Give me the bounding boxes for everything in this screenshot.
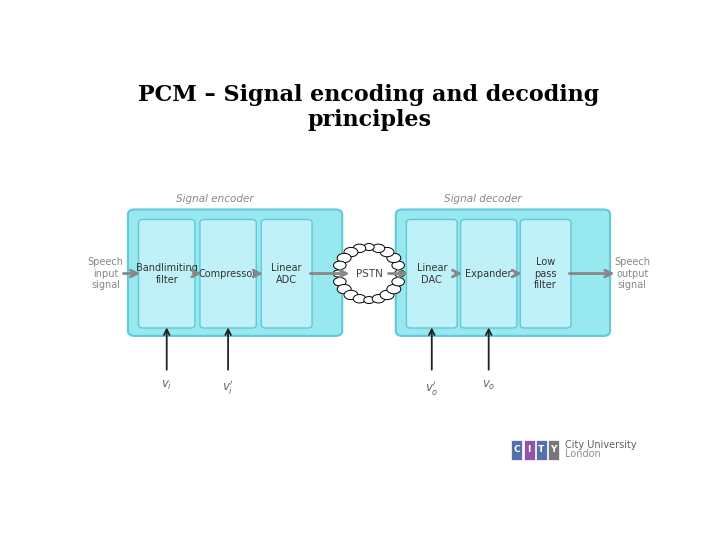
- FancyBboxPatch shape: [548, 440, 559, 460]
- Text: $v_{i}^{\prime}$: $v_{i}^{\prime}$: [222, 379, 234, 397]
- Ellipse shape: [333, 278, 346, 286]
- Ellipse shape: [337, 285, 351, 294]
- Text: T: T: [539, 446, 544, 454]
- Ellipse shape: [344, 247, 358, 256]
- Ellipse shape: [387, 253, 401, 262]
- Ellipse shape: [354, 244, 366, 253]
- Text: $v_{o}$: $v_{o}$: [482, 379, 495, 392]
- FancyBboxPatch shape: [461, 219, 517, 328]
- FancyBboxPatch shape: [536, 440, 547, 460]
- Text: Y: Y: [551, 446, 557, 454]
- Text: Speech
output
signal: Speech output signal: [614, 257, 650, 290]
- Text: Low
pass
filter: Low pass filter: [534, 257, 557, 291]
- Text: Linear
ADC: Linear ADC: [271, 263, 302, 285]
- Ellipse shape: [337, 253, 351, 262]
- Ellipse shape: [380, 291, 394, 300]
- Ellipse shape: [364, 244, 374, 251]
- Text: Speech
input
signal: Speech input signal: [88, 257, 124, 290]
- FancyBboxPatch shape: [261, 219, 312, 328]
- FancyBboxPatch shape: [406, 219, 457, 328]
- Ellipse shape: [344, 291, 358, 300]
- Text: London: London: [565, 449, 600, 459]
- Text: Signal encoder: Signal encoder: [176, 194, 254, 204]
- Ellipse shape: [337, 237, 401, 310]
- FancyBboxPatch shape: [523, 440, 535, 460]
- Ellipse shape: [392, 261, 405, 269]
- Text: Signal decoder: Signal decoder: [444, 194, 522, 204]
- FancyBboxPatch shape: [521, 219, 571, 328]
- Text: Expander: Expander: [465, 269, 512, 279]
- Ellipse shape: [354, 294, 366, 303]
- Text: Compressor: Compressor: [199, 269, 257, 279]
- FancyBboxPatch shape: [138, 219, 195, 328]
- Text: Bandlimiting
filter: Bandlimiting filter: [136, 263, 198, 285]
- Text: City University: City University: [565, 441, 636, 450]
- Text: PCM – Signal encoding and decoding
principles: PCM – Signal encoding and decoding princ…: [138, 84, 600, 131]
- FancyBboxPatch shape: [200, 219, 256, 328]
- Ellipse shape: [395, 270, 405, 277]
- Text: C: C: [513, 446, 520, 454]
- FancyBboxPatch shape: [128, 210, 342, 336]
- FancyBboxPatch shape: [396, 210, 610, 336]
- Ellipse shape: [372, 244, 384, 253]
- Text: I: I: [528, 446, 531, 454]
- Ellipse shape: [392, 278, 405, 286]
- Text: PSTN: PSTN: [356, 268, 382, 279]
- Text: $v_{i}$: $v_{i}$: [161, 379, 172, 392]
- Text: $v_{o}^{\prime}$: $v_{o}^{\prime}$: [425, 379, 438, 397]
- Ellipse shape: [380, 247, 394, 256]
- Ellipse shape: [364, 296, 374, 303]
- Ellipse shape: [333, 261, 346, 269]
- Text: Linear
DAC: Linear DAC: [417, 263, 447, 285]
- Ellipse shape: [333, 270, 343, 277]
- Ellipse shape: [372, 294, 384, 303]
- Ellipse shape: [387, 285, 401, 294]
- FancyBboxPatch shape: [511, 440, 523, 460]
